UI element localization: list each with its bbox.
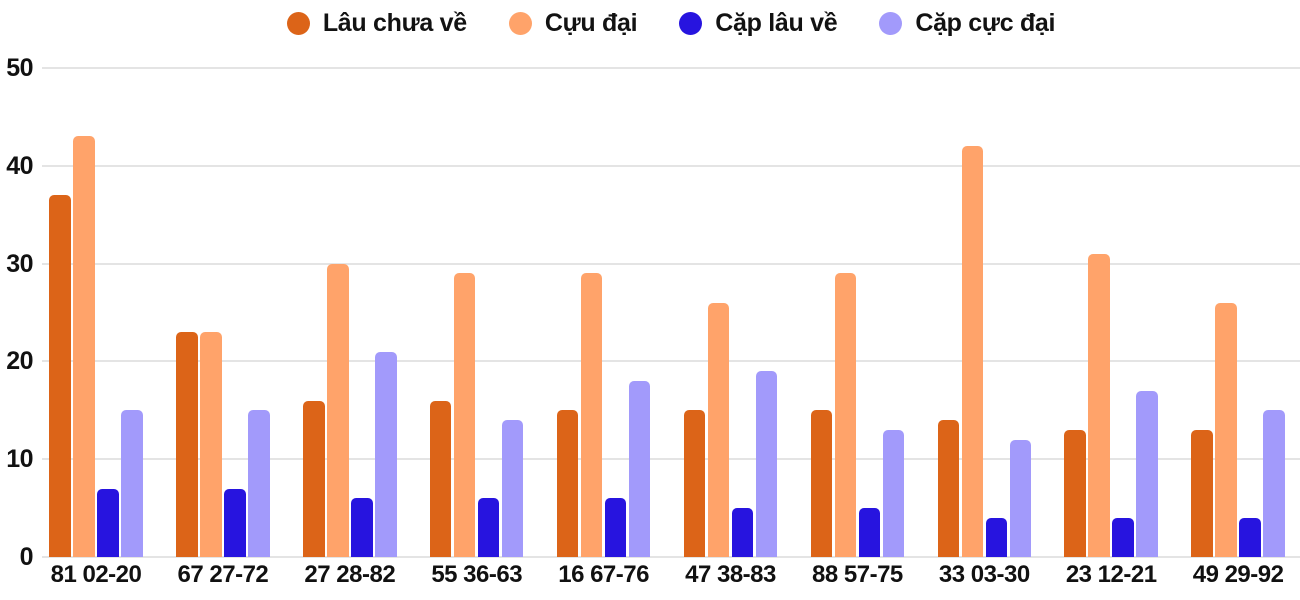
y-axis-tick-label: 50 [6,54,33,82]
legend-marker-icon [286,11,310,35]
bar-series-3 [755,371,778,557]
gridline [42,262,1300,265]
bar-series-0 [303,400,325,557]
legend-item-0: Lâu chưa về [286,8,467,38]
x-axis-category-label: 16 67-76 [558,561,649,588]
legend-marker-icon [879,11,903,35]
bar-series-2 [731,508,754,557]
bar-group [556,273,651,557]
x-axis-category-label: 23 12-21 [1065,561,1157,588]
bar-series-3 [882,429,905,557]
y-axis-tick-label: 20 [6,347,33,376]
bar-series-1 [1088,253,1110,557]
gridline [42,360,1300,363]
bar-series-1 [580,273,603,557]
bar-group [429,273,524,557]
bar-group [176,332,270,557]
bar-group [49,136,143,557]
x-axis-category-label: 49 29-92 [1192,561,1284,588]
bar-series-3 [121,410,143,557]
bar-series-3 [375,351,397,557]
bar-series-2 [1112,517,1134,557]
bar-series-1 [834,273,857,557]
y-axis-tick-label: 40 [6,151,33,180]
gridline [42,67,1300,69]
bar-series-2 [224,488,246,557]
gridline [42,458,1300,461]
bar-series-2 [985,517,1008,557]
x-axis-category-label: 88 57-75 [812,561,903,588]
legend-marker-icon [679,11,703,35]
x-axis-category-label: 55 36-63 [431,561,523,588]
bar-series-0 [1191,429,1213,557]
legend-label: Cựu đại [544,8,638,37]
bar-series-3 [1009,439,1032,557]
bar-series-0 [937,420,960,557]
legend-item-3: Cặp cực đại [879,9,1055,38]
bar-series-1 [707,302,730,557]
bar-series-2 [858,508,881,557]
bar-series-0 [429,400,452,557]
y-axis-tick-label: 10 [6,445,33,474]
bar-series-3 [1136,390,1158,557]
bar-series-0 [49,195,71,557]
legend-item-2: Cặp lâu về [679,8,838,38]
y-axis-tick-label: 30 [6,249,33,278]
bar-series-2 [351,498,373,557]
bar-group [1191,302,1285,557]
bar-series-0 [1064,429,1086,557]
bar-series-0 [683,410,706,557]
bar-series-2 [97,488,119,557]
legend-label: Cặp cực đại [915,8,1056,37]
x-axis-category-label: 33 03-30 [938,561,1030,588]
x-axis-category-label: 67 27-72 [177,561,269,588]
bar-series-1 [961,146,984,557]
bar-series-3 [248,410,270,557]
gridline [42,556,1300,558]
bar-group [810,273,905,557]
bar-group [303,263,397,557]
gridline [42,164,1300,167]
bar-series-0 [810,410,833,557]
legend-marker-icon [508,11,532,35]
bar-series-3 [628,380,651,557]
bar-series-2 [604,498,627,557]
bar-series-3 [1263,410,1285,557]
bar-group [1064,253,1158,557]
bar-group [683,302,778,557]
bar-series-0 [176,332,198,557]
y-axis-tick-label: 0 [19,543,34,571]
x-axis-category-label: 47 38-83 [685,561,776,588]
x-axis-category-label: 27 28-82 [304,561,396,588]
bar-group [937,146,1032,557]
x-axis-category-label: 81 02-20 [50,561,142,588]
bar-series-2 [477,498,500,557]
bar-series-1 [73,136,95,557]
bar-series-3 [501,420,524,557]
bar-series-1 [1215,302,1237,557]
bar-series-1 [200,332,222,557]
bar-series-1 [453,273,476,557]
bar-series-1 [327,263,349,557]
legend-item-1: Cựu đại [508,8,638,38]
bar-series-0 [556,410,579,557]
legend-label: Lâu chưa về [322,8,467,37]
chart-legend: Lâu chưa về Cựu đại Cặp lâu về Cặp cực đại [42,4,1300,42]
bar-series-2 [1239,517,1261,557]
legend-label: Cặp lâu về [715,8,838,37]
